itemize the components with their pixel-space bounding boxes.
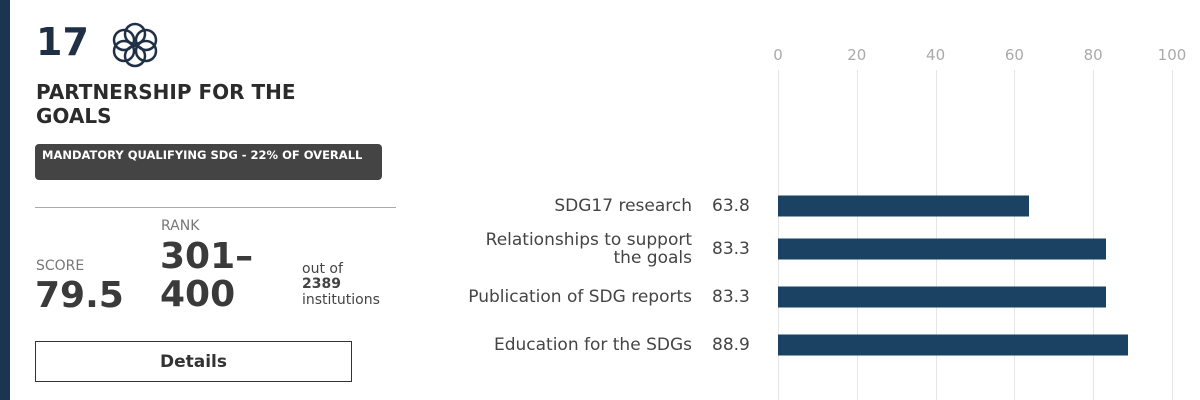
- total: 2389: [302, 276, 341, 292]
- x-tick-label: 80: [1083, 46, 1103, 64]
- x-tick-label: 40: [926, 46, 946, 64]
- category-label: Publication of SDG reports: [468, 287, 692, 307]
- institutions: institutions: [302, 292, 380, 308]
- category-label: Relationships to support the goals: [485, 230, 692, 268]
- grid-line: [1093, 70, 1095, 400]
- grid-line: [1172, 70, 1173, 400]
- x-tick-label: 60: [1004, 46, 1024, 64]
- rank-label: RANK: [161, 218, 200, 234]
- score-label: SCORE: [36, 258, 85, 274]
- grid-line: [778, 70, 779, 400]
- grid-line: [935, 70, 937, 400]
- rank: 301–400: [160, 236, 254, 315]
- value-label: 88.9: [712, 335, 750, 355]
- value-label: 63.8: [712, 196, 750, 216]
- category-label: Education for the SDGs: [493, 335, 692, 355]
- accent-bar: [0, 0, 10, 400]
- sdg-icon: [112, 22, 158, 68]
- x-tick-label: 20: [847, 46, 867, 64]
- value-label: 83.3: [712, 287, 750, 307]
- grid-line: [856, 70, 858, 400]
- category-label: SDG17 research: [554, 196, 692, 216]
- bar: [778, 286, 1107, 308]
- x-tick-label: 100: [1157, 46, 1187, 64]
- details-button[interactable]: Details: [35, 341, 352, 382]
- sdg-number: 17: [36, 20, 89, 64]
- out-of: out of: [302, 261, 343, 277]
- score: 79.5: [35, 275, 124, 316]
- grid-line: [1014, 70, 1016, 400]
- badge: MANDATORY QUALIFYING SDG - 22% OF OVERAL…: [35, 144, 382, 180]
- bar: [778, 195, 1030, 217]
- separator: [35, 207, 396, 208]
- value-label: 83.3: [712, 239, 750, 259]
- x-tick-label: 0: [773, 46, 783, 64]
- sdg-title: PARTNERSHIP FOR THE GOALS: [36, 80, 296, 128]
- bar: [778, 334, 1129, 356]
- bar: [778, 238, 1107, 260]
